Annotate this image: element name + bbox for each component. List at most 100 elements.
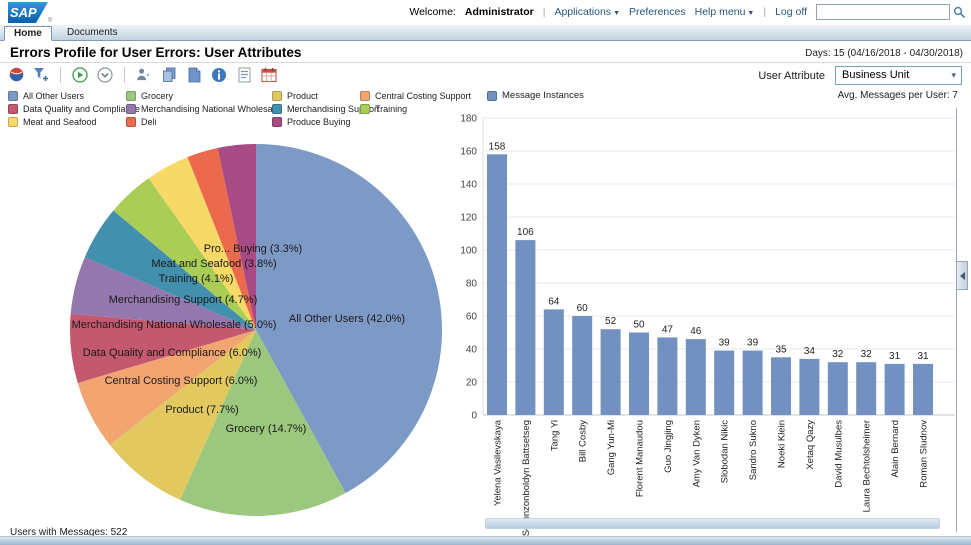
x-category-label: Yelena Vasilevskaya xyxy=(493,419,504,506)
legend-swatch xyxy=(272,104,282,114)
legend-label: Product xyxy=(287,91,319,101)
search-input[interactable] xyxy=(816,4,950,20)
bar-roman-sludnov[interactable] xyxy=(913,363,933,415)
pie-label-produce-buying: Pro... Buying (3.3%) xyxy=(204,243,302,255)
pie-chart: All Other Users (42.0%) Grocery (14.7%) Pr… xyxy=(69,144,443,517)
info-icon[interactable] xyxy=(211,67,227,83)
legend-item-grocery[interactable]: Grocery xyxy=(126,91,173,101)
x-category-label: Soronzonboldyn Battsetseg xyxy=(521,420,532,536)
chevron-down-icon: ▾ xyxy=(951,70,956,80)
bar-value-label: 50 xyxy=(633,320,645,331)
tab-documents[interactable]: Documents xyxy=(58,26,127,39)
search-icon[interactable] xyxy=(953,6,966,19)
user-icon[interactable] xyxy=(136,67,152,83)
tab-bar: Home Documents xyxy=(0,25,971,41)
legend-label: Merchandising National Wholesale xyxy=(141,104,280,114)
pie-slice-data-quality-and-compliance[interactable] xyxy=(69,313,256,383)
menu-item-log-off[interactable]: Log off xyxy=(775,6,807,18)
panel-border xyxy=(956,108,957,532)
avg-messages-label: Avg. Messages per User: 7 xyxy=(837,90,958,101)
pie-slice-meat-and-seafood[interactable] xyxy=(148,157,256,330)
legend-item-data-quality-and-compliance[interactable]: Data Quality and Compliance xyxy=(8,104,140,114)
bar-value-label: 31 xyxy=(889,351,901,362)
calendar-icon[interactable] xyxy=(261,67,277,83)
welcome-label: Welcome: xyxy=(409,6,456,18)
y-tick-label: 0 xyxy=(471,411,477,422)
legend-item-merchandising-national-wholesale[interactable]: Merchandising National Wholesale xyxy=(126,104,280,114)
pie-label-all-other-users: All Other Users (42.0%) xyxy=(289,313,405,325)
top-navigation: Welcome: Administrator | Applications ▼ Pr… xyxy=(409,4,966,20)
y-tick-label: 20 xyxy=(466,378,478,389)
top-bar: SAP ® Welcome: Administrator | Applicati… xyxy=(0,0,971,25)
y-tick-label: 100 xyxy=(460,246,477,257)
bar-yelena-vasilevskaya[interactable] xyxy=(487,154,507,416)
days-label: Days: 15 (04/16/2018 - 04/30/2018) xyxy=(805,48,963,59)
menu-item-applications[interactable]: Applications ▼ xyxy=(554,6,620,18)
run-icon[interactable] xyxy=(72,66,88,83)
bar-sandro-sukno[interactable] xyxy=(742,350,763,415)
legend-item-all-other-users[interactable]: All Other Users xyxy=(8,91,84,101)
menu-links: Applications ▼ Preferences Help menu ▼ | Log o… xyxy=(554,6,807,18)
legend-item-merchandising-support[interactable]: Merchandising Support xyxy=(272,104,380,114)
bar-gang-yun-mi[interactable] xyxy=(600,329,621,415)
legend-item-meat-and-seafood[interactable]: Meat and Seafood xyxy=(8,117,97,127)
legend-swatch xyxy=(8,104,18,114)
legend-item-product[interactable]: Product xyxy=(272,91,318,101)
bar-guo-jingjing[interactable] xyxy=(657,337,678,415)
legend-item-central-costing-support[interactable]: Central Costing Support xyxy=(360,91,471,101)
legend-swatch xyxy=(272,91,282,101)
bar-value-label: 52 xyxy=(605,316,617,327)
pie-slice-deli[interactable] xyxy=(187,148,257,330)
bar-alain-bernard[interactable] xyxy=(884,363,905,415)
add-filter-icon[interactable] xyxy=(33,67,49,83)
pie-label-merchandising-national-wholesale: Merchandising National Wholesale (5.0%) xyxy=(72,319,277,331)
chart-sphere-icon[interactable] xyxy=(8,67,24,83)
bar-value-label: 46 xyxy=(690,326,702,337)
pie-slice-merchandising-national-wholesale[interactable] xyxy=(70,257,256,330)
legend-item-produce-buying[interactable]: Produce Buying xyxy=(272,117,351,127)
panel-collapse-handle[interactable] xyxy=(957,261,968,290)
bar-legend[interactable]: Message Instances xyxy=(487,90,584,101)
bar-value-label: 39 xyxy=(747,338,759,349)
legend-swatch xyxy=(8,91,18,101)
bar-legend-swatch xyxy=(487,90,497,101)
bar-bill-cosby[interactable] xyxy=(572,316,593,415)
horizontal-scrollbar[interactable] xyxy=(485,518,940,529)
menu-item-preferences[interactable]: Preferences xyxy=(629,6,686,18)
legend-swatch xyxy=(126,117,136,127)
pie-slice-training[interactable] xyxy=(113,178,257,330)
username: Administrator xyxy=(464,6,534,18)
document-icon[interactable] xyxy=(186,67,202,83)
legend-label: Central Costing Support xyxy=(375,91,472,101)
legend-label: Meat and Seafood xyxy=(23,117,97,127)
bar-value-label: 106 xyxy=(517,227,534,238)
pie-slice-central-costing-support[interactable] xyxy=(77,330,256,445)
bar-florent-manaudou[interactable] xyxy=(629,332,649,416)
pie-slice-merchandising-support[interactable] xyxy=(84,210,256,331)
bar-david-musulbes[interactable] xyxy=(827,362,848,415)
legend-item-training[interactable]: Training xyxy=(360,104,407,114)
copy-icon[interactable] xyxy=(161,67,177,83)
bar-soronzonboldyn-battsetseg[interactable] xyxy=(515,240,536,415)
legend-label: Deli xyxy=(141,117,157,127)
svg-text:SAP: SAP xyxy=(10,5,37,20)
menu-item-help-menu[interactable]: Help menu ▼ xyxy=(694,6,755,18)
bar-amy-van-dyken[interactable] xyxy=(685,339,706,415)
bar-slobodan-nikic[interactable] xyxy=(714,350,735,415)
user-attribute-select[interactable]: Business Unit ▾ xyxy=(835,66,962,85)
x-category-label: Amy Van Dyken xyxy=(691,420,702,487)
pie-slice-all-other-users[interactable] xyxy=(256,144,443,493)
tab-home[interactable]: Home xyxy=(4,26,52,41)
pie-slice-grocery[interactable] xyxy=(180,330,346,517)
pie-slice-product[interactable] xyxy=(109,330,256,500)
bar-tang-yi[interactable] xyxy=(543,309,564,415)
bar-noeki-klein[interactable] xyxy=(771,357,791,416)
page-title: Errors Profile for User Errors: User Att… xyxy=(10,45,302,60)
chevron-down-icon: ▼ xyxy=(747,10,755,17)
pie-slice-produce-buying[interactable] xyxy=(217,144,256,330)
report-icon[interactable] xyxy=(236,67,252,83)
legend-item-deli[interactable]: Deli xyxy=(126,117,157,127)
bar-laura-bechtolsheimer[interactable] xyxy=(856,362,877,415)
bar-xetaq-qazy[interactable] xyxy=(799,358,820,415)
dropdown-circle-icon[interactable] xyxy=(97,66,113,83)
